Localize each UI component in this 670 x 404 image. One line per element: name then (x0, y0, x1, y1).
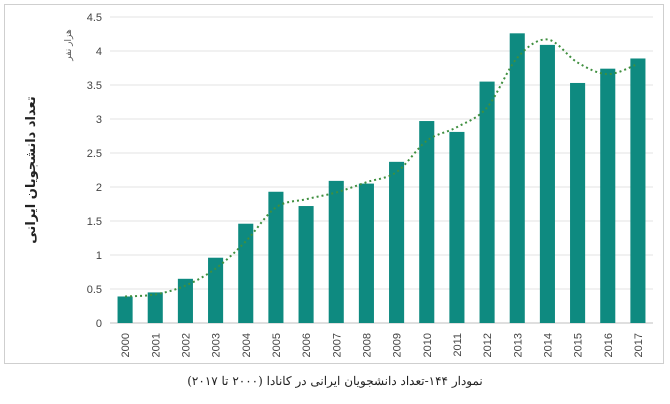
x-tick-label: 2002 (180, 333, 192, 357)
x-tick-label: 2007 (331, 333, 343, 357)
bar-2003 (208, 257, 224, 323)
bar-2005 (268, 191, 284, 323)
y-tick-label: 1.5 (87, 216, 102, 228)
y-tick-label: 0.5 (87, 284, 102, 296)
bar-2013 (509, 33, 525, 323)
bars (117, 33, 646, 324)
x-tick-label: 2003 (211, 333, 223, 357)
x-tick-label: 2012 (482, 333, 494, 357)
bar-2001 (147, 292, 163, 323)
x-tick-label: 2010 (422, 333, 434, 357)
bar-2008 (358, 183, 374, 323)
bar-2004 (238, 223, 254, 323)
bar-2012 (479, 81, 495, 323)
x-tick-label: 2014 (542, 333, 554, 357)
unit-label: هزار نفر (64, 29, 74, 62)
y-tick-label: 3 (96, 114, 102, 126)
bar-2011 (449, 131, 465, 323)
x-tick-label: 2013 (512, 333, 524, 357)
y-tick-label: 1 (96, 250, 102, 262)
gridlines (110, 16, 653, 324)
x-tick-label: 2016 (603, 333, 615, 357)
y-tick-label: 0 (96, 318, 102, 330)
x-tick-label: 2006 (301, 333, 313, 357)
figure-caption: نمودار ۱۴۴-تعداد دانشجویان ایرانی در کان… (187, 374, 483, 388)
y-tick-labels: 0 0.5 1 1.5 2 2.5 3 3.5 4 4.5 (87, 12, 102, 330)
chart-frame: 0 0.5 1 1.5 2 2.5 3 3.5 4 4.5 2000 2001 2002 2003 200… (4, 4, 664, 364)
y-tick-label: 2.5 (87, 148, 102, 160)
x-tick-label: 2001 (150, 333, 162, 357)
chart: 00.511.522.533.544.5 2000 2001 2002 2003 200… (24, 12, 653, 357)
bar-2015 (570, 82, 586, 324)
bar-2016 (600, 68, 616, 324)
x-tick-label: 2011 (452, 333, 464, 357)
y-tick-label: 4.5 (87, 12, 102, 24)
y-tick-label: 2 (96, 182, 102, 194)
bar-2002 (177, 278, 193, 323)
bar-2014 (539, 44, 555, 323)
bar-2017 (630, 58, 646, 323)
x-tick-label: 2009 (392, 333, 404, 357)
trendline (125, 38, 639, 298)
y-tick-label: 3.5 (87, 80, 102, 92)
x-tick-label: 2005 (271, 333, 283, 357)
bar-2000 (117, 296, 133, 323)
y-tick-label: 4 (96, 46, 102, 58)
x-tick-label: 2000 (120, 333, 132, 357)
x-tick-labels: 2000 2001 2002 2003 2004 2005 2006 2007 2008 2009… (120, 333, 645, 357)
bar-2006 (298, 206, 314, 323)
x-tick-label: 2015 (573, 333, 585, 357)
bar-2009 (389, 161, 405, 323)
bar-2010 (419, 121, 435, 323)
bar-2007 (328, 180, 344, 323)
y-axis-label: تعداد دانشجویان ایرانی (24, 96, 39, 243)
x-tick-label: 2008 (361, 333, 373, 357)
x-tick-label: 2017 (633, 333, 645, 357)
x-tick-label: 2004 (241, 333, 253, 357)
